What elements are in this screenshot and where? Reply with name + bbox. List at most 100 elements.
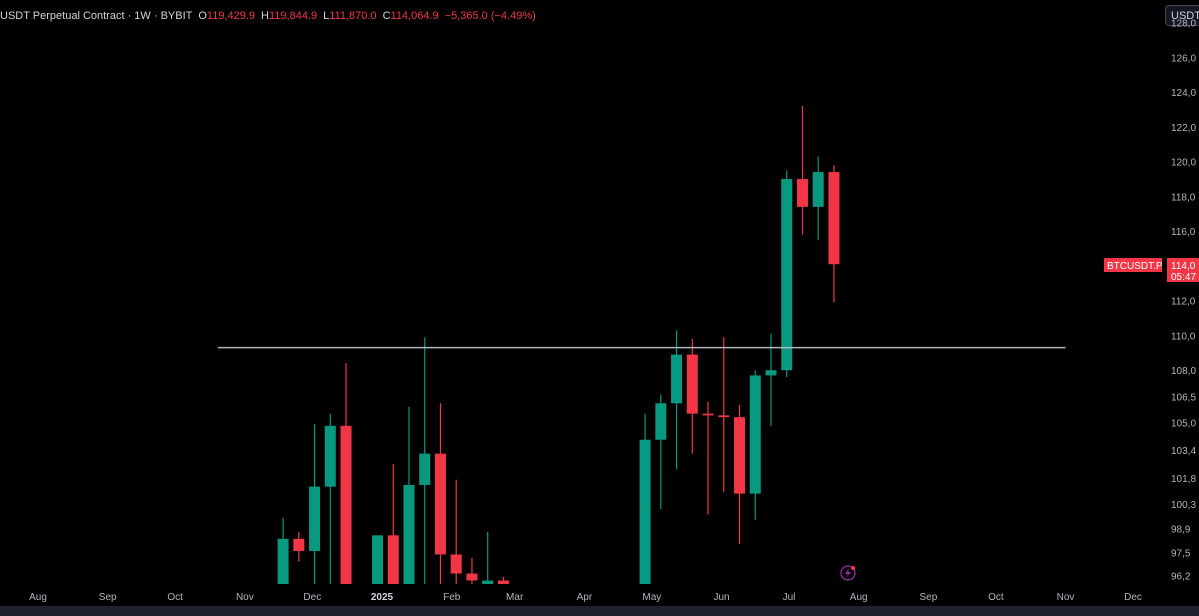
candle-body (781, 179, 793, 371)
price-tick-label: 112,0 (1171, 297, 1196, 308)
candle[interactable] (796, 106, 808, 235)
price-tick-label: 110,0 (1171, 331, 1196, 342)
time-tick-label: Sep (919, 592, 937, 603)
price-tick-label: 97,5 (1171, 549, 1191, 560)
price-tick-label: 124,0 (1171, 88, 1196, 99)
high-label: H (261, 10, 269, 22)
time-tick-label: Feb (443, 592, 461, 603)
price-tag-countdown: 05:47 (1171, 272, 1196, 283)
candle-body (497, 580, 509, 584)
time-tick-label: May (642, 592, 661, 603)
candle-body (324, 425, 336, 487)
time-tick-label: Aug (850, 592, 868, 603)
candle-body (466, 573, 478, 581)
time-tick-label: 2025 (371, 592, 394, 603)
candle-body (749, 375, 761, 494)
time-tick-label: Oct (167, 592, 183, 603)
candle[interactable] (387, 464, 399, 584)
price-tick-label: 108,0 (1171, 366, 1196, 377)
close-label: C (382, 10, 391, 22)
last-price-tag: BTCUSDT.P 114,0 05:47 (1104, 258, 1199, 283)
candle[interactable] (309, 424, 321, 584)
price-tick-label: 101,8 (1171, 474, 1196, 485)
candle-body (655, 403, 667, 440)
candle[interactable] (403, 406, 415, 584)
bottom-scroll-strip[interactable] (0, 606, 1199, 616)
candle-body (482, 580, 494, 584)
candles-layer (277, 106, 840, 584)
candle[interactable] (781, 170, 793, 378)
price-tag-symbol-box (1104, 258, 1162, 272)
candle[interactable] (277, 517, 289, 584)
candle[interactable] (419, 337, 431, 584)
time-tick-label: Jun (713, 592, 729, 603)
candle[interactable] (434, 403, 446, 584)
candle[interactable] (671, 330, 683, 470)
time-tick-label: Aug (29, 592, 47, 603)
price-tick-label: 96,2 (1171, 571, 1191, 582)
price-tick-label: 118,0 (1171, 192, 1196, 203)
time-tick-label: Dec (1124, 592, 1142, 603)
candle[interactable] (812, 156, 824, 240)
candle-body (702, 413, 714, 416)
candle[interactable] (450, 479, 462, 584)
chart-legend: USDT Perpetual Contract · 1W · BYBIT O 11… (0, 4, 536, 28)
time-tick-label: Dec (303, 592, 321, 603)
close-value: 114,064.9 (390, 10, 439, 22)
low-value: 111,870.0 (329, 10, 377, 22)
candle-body (639, 439, 651, 584)
candle-body (434, 453, 446, 555)
candle[interactable] (718, 337, 730, 492)
time-axis[interactable]: Aug Sep Oct Nov Dec 2025 Feb Mar Apr May Jun Jul Aug… (29, 592, 1142, 603)
candle-body (293, 538, 305, 551)
candle-body (734, 417, 746, 494)
candle[interactable] (497, 577, 509, 584)
candle[interactable] (655, 394, 667, 510)
price-tick-label: 98,9 (1171, 524, 1191, 535)
candle-body (686, 354, 698, 414)
price-tick-label: 120,0 (1171, 158, 1196, 169)
candle-body (796, 179, 808, 207)
candle[interactable] (340, 363, 352, 584)
candle[interactable] (749, 370, 761, 520)
candle[interactable] (639, 413, 651, 584)
candle-body (309, 486, 321, 551)
time-tick-label: Nov (1057, 592, 1075, 603)
price-tag-symbol: BTCUSDT.P (1107, 261, 1163, 272)
candle[interactable] (702, 401, 714, 515)
price-tick-label: 106,5 (1171, 392, 1196, 403)
candle-body (387, 535, 399, 584)
candle[interactable] (686, 338, 698, 454)
candle-body (403, 484, 415, 584)
change-value: −5,365.0 (−4.49%) (444, 10, 536, 22)
open-label: O (198, 10, 207, 22)
price-tick-label: 126,0 (1171, 53, 1196, 64)
candle[interactable] (466, 557, 478, 584)
candle[interactable] (482, 531, 494, 584)
candle[interactable] (765, 333, 777, 426)
time-tick-label: Mar (506, 592, 524, 603)
price-tick-label: 105,0 (1171, 418, 1196, 429)
candle-body (372, 535, 384, 584)
candle[interactable] (828, 165, 840, 303)
candle[interactable] (372, 535, 384, 584)
candle-body (450, 554, 462, 574)
candle-body (828, 172, 840, 265)
time-tick-label: Apr (577, 592, 593, 603)
candle[interactable] (734, 404, 746, 545)
candle-body (765, 370, 777, 376)
quote-currency-button[interactable]: USDT (1165, 5, 1199, 26)
candle-body (812, 172, 824, 207)
candle[interactable] (324, 413, 336, 584)
lightning-icon[interactable] (840, 565, 856, 581)
low-label: L (323, 10, 330, 22)
candle[interactable] (293, 531, 305, 562)
price-tick-label: 122,0 (1171, 123, 1196, 134)
candle-body (340, 425, 352, 584)
price-tag-value-box (1167, 258, 1199, 282)
price-axis[interactable]: 128,0 126,0 124,0 122,0 120,0 118,0 116,0 114,0… (1171, 19, 1196, 583)
time-tick-label: Oct (988, 592, 1004, 603)
high-value: 119,844.9 (269, 10, 318, 22)
price-tick-label: 116,0 (1171, 227, 1196, 238)
